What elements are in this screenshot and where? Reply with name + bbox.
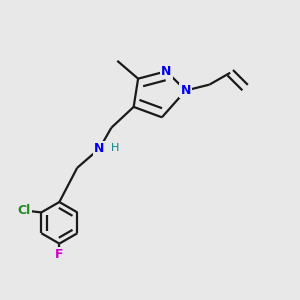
Text: N: N — [161, 65, 172, 78]
Text: Cl: Cl — [17, 204, 31, 218]
Text: H: H — [111, 142, 119, 153]
Text: N: N — [94, 142, 105, 155]
Text: N: N — [181, 84, 191, 97]
Text: F: F — [55, 248, 64, 261]
